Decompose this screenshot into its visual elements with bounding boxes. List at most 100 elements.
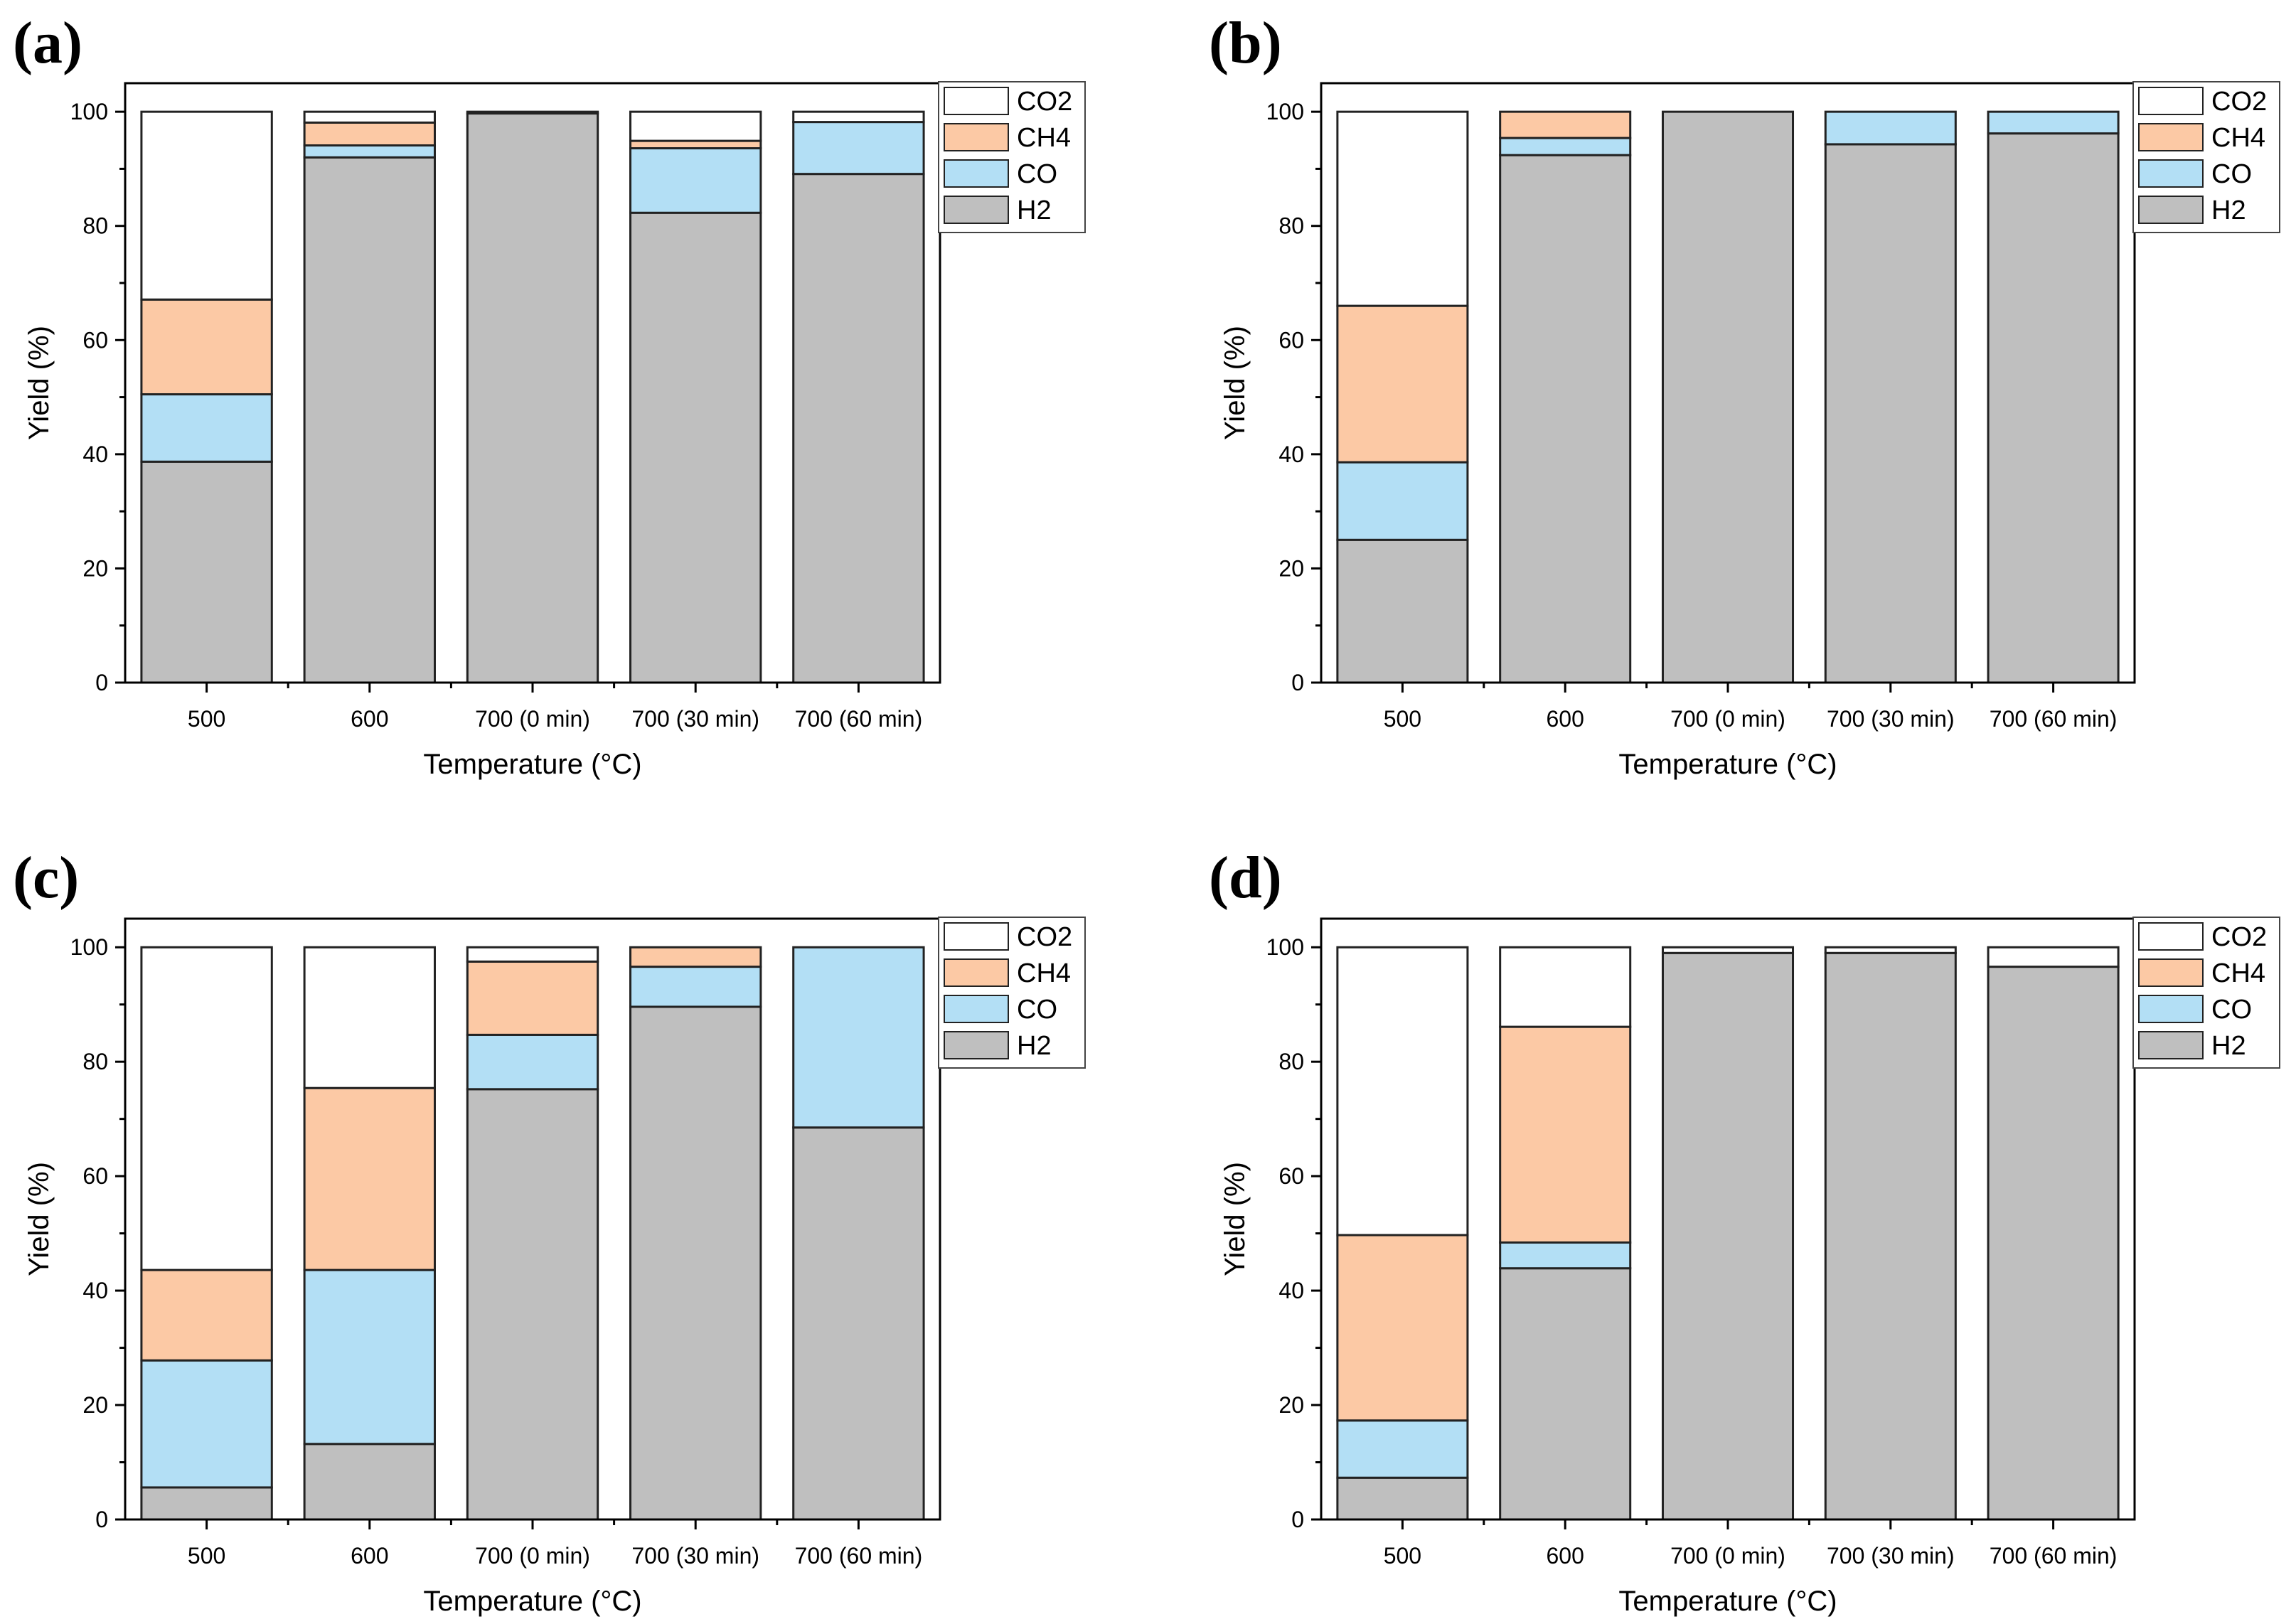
bar-co-0 bbox=[140, 393, 273, 463]
x-tick-label: 700 (0 min) bbox=[1670, 1543, 1785, 1569]
legend-label-co2: CO2 bbox=[1017, 87, 1072, 117]
bar-co2-3 bbox=[1824, 946, 1957, 954]
bar-ch4-3 bbox=[629, 946, 762, 968]
x-tick-label: 700 (30 min) bbox=[631, 706, 759, 732]
legend-swatch-co bbox=[2138, 995, 2204, 1023]
bar-co-4 bbox=[792, 121, 925, 176]
y-tick-label: 20 bbox=[82, 555, 108, 581]
legend-swatch-ch4 bbox=[2138, 958, 2204, 987]
bar-h2-0 bbox=[1336, 1476, 1469, 1521]
legend-label-co: CO bbox=[2211, 159, 2252, 189]
legend-label-ch4: CH4 bbox=[1017, 958, 1071, 988]
panel-label: (b) bbox=[1209, 10, 1282, 76]
y-tick-label: 40 bbox=[1278, 442, 1304, 467]
legend-swatch-co2 bbox=[944, 87, 1009, 115]
bar-h2-0 bbox=[1336, 538, 1469, 684]
x-tick-label: 500 bbox=[1384, 706, 1421, 732]
legend-swatch-co bbox=[2138, 159, 2204, 188]
bar-h2-3 bbox=[629, 211, 762, 684]
bar-ch4-2 bbox=[466, 960, 599, 1036]
x-tick-label: 500 bbox=[188, 706, 225, 732]
bar-co2-1 bbox=[1499, 946, 1632, 1028]
bar-ch4-3 bbox=[629, 139, 762, 150]
y-tick-label: 80 bbox=[1278, 213, 1304, 239]
x-tick-label: 700 (60 min) bbox=[795, 1543, 923, 1569]
legend: CO2 CH4 CO H2 bbox=[2132, 81, 2280, 233]
y-axis-label: Yield (%) bbox=[23, 1162, 55, 1276]
bar-co2-1 bbox=[303, 946, 436, 1089]
y-tick-label: 100 bbox=[1266, 934, 1304, 960]
y-tick-label: 100 bbox=[70, 934, 108, 960]
panel-label: (c) bbox=[13, 845, 79, 911]
legend: CO2 CH4 CO H2 bbox=[938, 81, 1086, 233]
y-tick-label: 0 bbox=[95, 670, 108, 695]
y-tick-label: 60 bbox=[82, 1163, 108, 1189]
bar-co2-0 bbox=[140, 110, 273, 301]
y-tick-label: 100 bbox=[1266, 99, 1304, 124]
y-tick-label: 0 bbox=[1291, 670, 1304, 695]
bar-co2-0 bbox=[1336, 110, 1469, 307]
y-tick-label: 40 bbox=[82, 442, 108, 467]
x-tick-label: 700 (60 min) bbox=[1990, 706, 2118, 732]
bar-ch4-0 bbox=[1336, 304, 1469, 464]
panel-label: (a) bbox=[13, 10, 82, 76]
bar-co-0 bbox=[1336, 1419, 1469, 1479]
x-tick-label: 700 (0 min) bbox=[1670, 706, 1785, 732]
bar-ch4-1 bbox=[303, 1086, 436, 1271]
legend-swatch-ch4 bbox=[944, 123, 1009, 151]
x-tick-label: 700 (30 min) bbox=[631, 1543, 759, 1569]
bar-co-2 bbox=[466, 1033, 599, 1091]
legend-label-h2: H2 bbox=[1017, 196, 1052, 225]
bar-ch4-1 bbox=[1499, 110, 1632, 139]
bar-h2-2 bbox=[1661, 951, 1795, 1521]
y-tick-label: 80 bbox=[82, 213, 108, 239]
x-tick-label: 500 bbox=[1384, 1543, 1421, 1569]
legend-swatch-h2 bbox=[2138, 196, 2204, 224]
bar-h2-1 bbox=[303, 1443, 436, 1521]
bar-co2-2 bbox=[466, 110, 599, 115]
y-tick-label: 60 bbox=[1278, 1163, 1304, 1189]
y-tick-label: 40 bbox=[1278, 1278, 1304, 1303]
x-tick-label: 700 (60 min) bbox=[795, 706, 923, 732]
bar-co2-3 bbox=[629, 110, 762, 142]
legend-label-h2: H2 bbox=[2211, 196, 2246, 225]
bar-co-3 bbox=[629, 966, 762, 1008]
x-tick-label: 700 (30 min) bbox=[1827, 1543, 1955, 1569]
x-axis-label: Temperature (°C) bbox=[1618, 1586, 1837, 1617]
y-tick-label: 80 bbox=[1278, 1049, 1304, 1074]
y-tick-label: 80 bbox=[82, 1049, 108, 1074]
legend-label-ch4: CH4 bbox=[2211, 123, 2265, 153]
plot-frame bbox=[124, 917, 941, 1521]
plot-frame bbox=[1320, 82, 2136, 684]
chart-panel-b: (b)500 600 700 (0 min) 700 (30 min) 700 (60 … bbox=[1209, 10, 2280, 780]
bar-h2-0 bbox=[140, 460, 273, 684]
bar-co2-2 bbox=[466, 946, 599, 963]
panel-label: (d) bbox=[1209, 845, 1282, 911]
plot-frame bbox=[1320, 917, 2136, 1521]
bar-co-1 bbox=[1499, 1241, 1632, 1270]
bar-co-0 bbox=[140, 1359, 273, 1489]
legend-swatch-co bbox=[944, 159, 1009, 188]
legend-label-h2: H2 bbox=[2211, 1031, 2246, 1061]
plot-frame bbox=[124, 82, 941, 684]
bar-co2-0 bbox=[1336, 946, 1469, 1236]
bar-co-4 bbox=[792, 946, 925, 1129]
x-tick-label: 700 (60 min) bbox=[1990, 1543, 2118, 1569]
legend-swatch-co2 bbox=[944, 922, 1009, 951]
bar-h2-4 bbox=[792, 173, 925, 684]
legend-label-co2: CO2 bbox=[1017, 922, 1072, 952]
y-tick-label: 40 bbox=[82, 1278, 108, 1303]
bar-ch4-0 bbox=[1336, 1234, 1469, 1422]
legend-label-ch4: CH4 bbox=[1017, 123, 1071, 153]
x-tick-label: 600 bbox=[351, 706, 388, 732]
y-tick-label: 0 bbox=[1291, 1507, 1304, 1532]
legend-label-co: CO bbox=[2211, 995, 2252, 1025]
bar-co-4 bbox=[1987, 110, 2120, 135]
y-axis-label: Yield (%) bbox=[23, 326, 55, 440]
x-axis-label: Temperature (°C) bbox=[1618, 749, 1837, 780]
bar-co2-0 bbox=[140, 946, 273, 1271]
bar-h2-2 bbox=[466, 1088, 599, 1521]
x-axis-label: Temperature (°C) bbox=[423, 749, 641, 780]
legend-label-co: CO bbox=[1017, 159, 1057, 189]
bar-h2-2 bbox=[466, 112, 599, 684]
